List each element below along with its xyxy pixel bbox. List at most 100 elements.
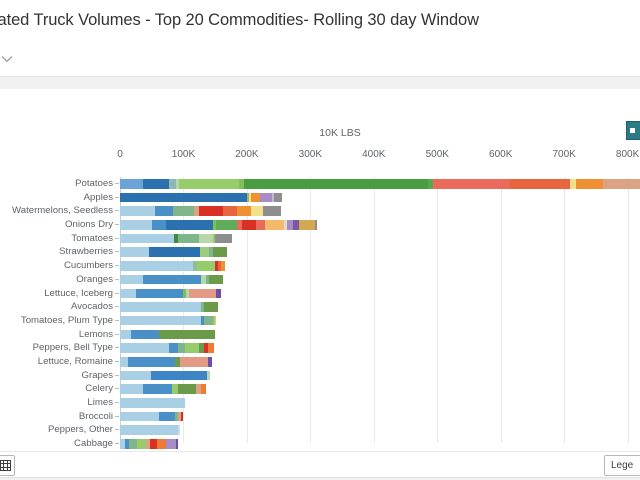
- bar-segment[interactable]: [177, 411, 181, 422]
- bar-row[interactable]: Tomatoes, Plum Type: [0, 314, 640, 328]
- bar-segment[interactable]: [250, 206, 264, 216]
- bar-segment[interactable]: [180, 411, 184, 422]
- bar-segment[interactable]: [120, 288, 122, 299]
- bar-segment[interactable]: [126, 247, 150, 258]
- bar-segment[interactable]: [215, 315, 217, 326]
- stacked-bar[interactable]: [120, 384, 206, 394]
- bar-segment[interactable]: [172, 206, 194, 216]
- bar-row[interactable]: Potatoes: [0, 177, 640, 191]
- bar-row[interactable]: Lettuce, Romaine: [0, 355, 640, 369]
- bar-segment[interactable]: [214, 261, 218, 271]
- bar-segment[interactable]: [201, 274, 206, 285]
- bar-segment[interactable]: [208, 356, 212, 367]
- bar-segment[interactable]: [135, 274, 143, 285]
- bar-segment[interactable]: [215, 233, 232, 244]
- bar-segment[interactable]: [206, 370, 211, 381]
- chevron-down-icon[interactable]: [0, 50, 16, 68]
- bar-segment[interactable]: [274, 192, 282, 203]
- bar-segment[interactable]: [126, 315, 202, 326]
- stacked-bar[interactable]: [120, 261, 225, 271]
- bar-segment[interactable]: [134, 302, 201, 312]
- bar-segment[interactable]: [178, 179, 240, 189]
- bar-segment[interactable]: [212, 233, 216, 244]
- bar-segment[interactable]: [299, 220, 315, 230]
- bar-segment[interactable]: [121, 343, 170, 353]
- bar-segment[interactable]: [178, 384, 197, 394]
- bar-segment[interactable]: [128, 233, 174, 244]
- bar-segment[interactable]: [177, 425, 181, 435]
- stacked-bar[interactable]: [120, 206, 282, 216]
- bar-segment[interactable]: [183, 288, 186, 299]
- bar-segment[interactable]: [569, 179, 577, 189]
- stacked-bar[interactable]: [120, 288, 221, 299]
- bar-row[interactable]: Broccoli: [0, 410, 640, 424]
- bar-segment[interactable]: [120, 384, 138, 394]
- bar-segment[interactable]: [120, 233, 129, 244]
- bar-segment[interactable]: [576, 179, 603, 189]
- bar-segment[interactable]: [156, 439, 166, 449]
- bar-segment[interactable]: [199, 247, 209, 258]
- bar-segment[interactable]: [213, 315, 216, 326]
- bar-segment[interactable]: [242, 220, 257, 230]
- bar-segment[interactable]: [246, 192, 249, 203]
- bar-segment[interactable]: [120, 192, 247, 203]
- bar-segment[interactable]: [205, 274, 209, 285]
- stacked-bar[interactable]: [120, 302, 219, 312]
- stacked-bar[interactable]: [120, 425, 181, 435]
- bar-segment[interactable]: [165, 439, 176, 449]
- bar-segment[interactable]: [178, 233, 200, 244]
- bar-segment[interactable]: [204, 302, 219, 312]
- bar-segment[interactable]: [259, 192, 273, 203]
- bar-segment[interactable]: [193, 206, 199, 216]
- bar-row[interactable]: Watermelons, Seedless: [0, 204, 640, 218]
- bar-segment[interactable]: [120, 439, 126, 449]
- bar-segment[interactable]: [145, 439, 150, 449]
- bar-segment[interactable]: [208, 274, 223, 285]
- bar-segment[interactable]: [120, 356, 128, 367]
- bar-segment[interactable]: [120, 411, 136, 422]
- bar-segment[interactable]: [250, 192, 260, 203]
- stacked-bar[interactable]: [120, 370, 211, 381]
- bar-segment[interactable]: [175, 179, 179, 189]
- export-icon[interactable]: [626, 121, 640, 140]
- stacked-bar[interactable]: [120, 247, 227, 258]
- bar-segment[interactable]: [120, 220, 152, 230]
- bar-segment[interactable]: [196, 384, 202, 394]
- bar-segment[interactable]: [509, 179, 570, 189]
- bar-segment[interactable]: [212, 247, 227, 258]
- bar-segment[interactable]: [244, 179, 429, 189]
- bar-segment[interactable]: [198, 206, 223, 216]
- bar-segment[interactable]: [428, 179, 434, 189]
- stacked-bar[interactable]: [120, 356, 212, 367]
- bar-segment[interactable]: [239, 179, 245, 189]
- bar-segment[interactable]: [203, 343, 209, 353]
- bar-segment[interactable]: [165, 220, 214, 230]
- bar-segment[interactable]: [175, 356, 180, 367]
- bar-segment[interactable]: [149, 247, 200, 258]
- bar-segment[interactable]: [215, 288, 221, 299]
- bar-segment[interactable]: [159, 329, 216, 340]
- bar-segment[interactable]: [286, 220, 293, 230]
- stacked-bar[interactable]: [120, 315, 217, 326]
- stacked-bar[interactable]: [120, 274, 223, 285]
- bar-segment[interactable]: [177, 343, 185, 353]
- bar-row[interactable]: Lettuce, Iceberg: [0, 287, 640, 301]
- bar-segment[interactable]: [433, 179, 510, 189]
- bar-segment[interactable]: [172, 384, 179, 394]
- bar-segment[interactable]: [154, 206, 173, 216]
- bar-segment[interactable]: [120, 343, 122, 353]
- bar-segment[interactable]: [173, 233, 179, 244]
- bar-segment[interactable]: [121, 288, 136, 299]
- bar-segment[interactable]: [264, 220, 284, 230]
- bar-segment[interactable]: [199, 233, 213, 244]
- bar-segment[interactable]: [134, 425, 178, 435]
- bar-row[interactable]: Peppers, Bell Type: [0, 341, 640, 355]
- bar-segment[interactable]: [185, 288, 190, 299]
- bar-segment[interactable]: [200, 302, 205, 312]
- bar-segment[interactable]: [128, 329, 131, 340]
- bar-segment[interactable]: [198, 343, 204, 353]
- bar-segment[interactable]: [204, 315, 214, 326]
- bar-segment[interactable]: [208, 343, 214, 353]
- bar-segment[interactable]: [120, 206, 155, 216]
- bar-segment[interactable]: [169, 179, 176, 189]
